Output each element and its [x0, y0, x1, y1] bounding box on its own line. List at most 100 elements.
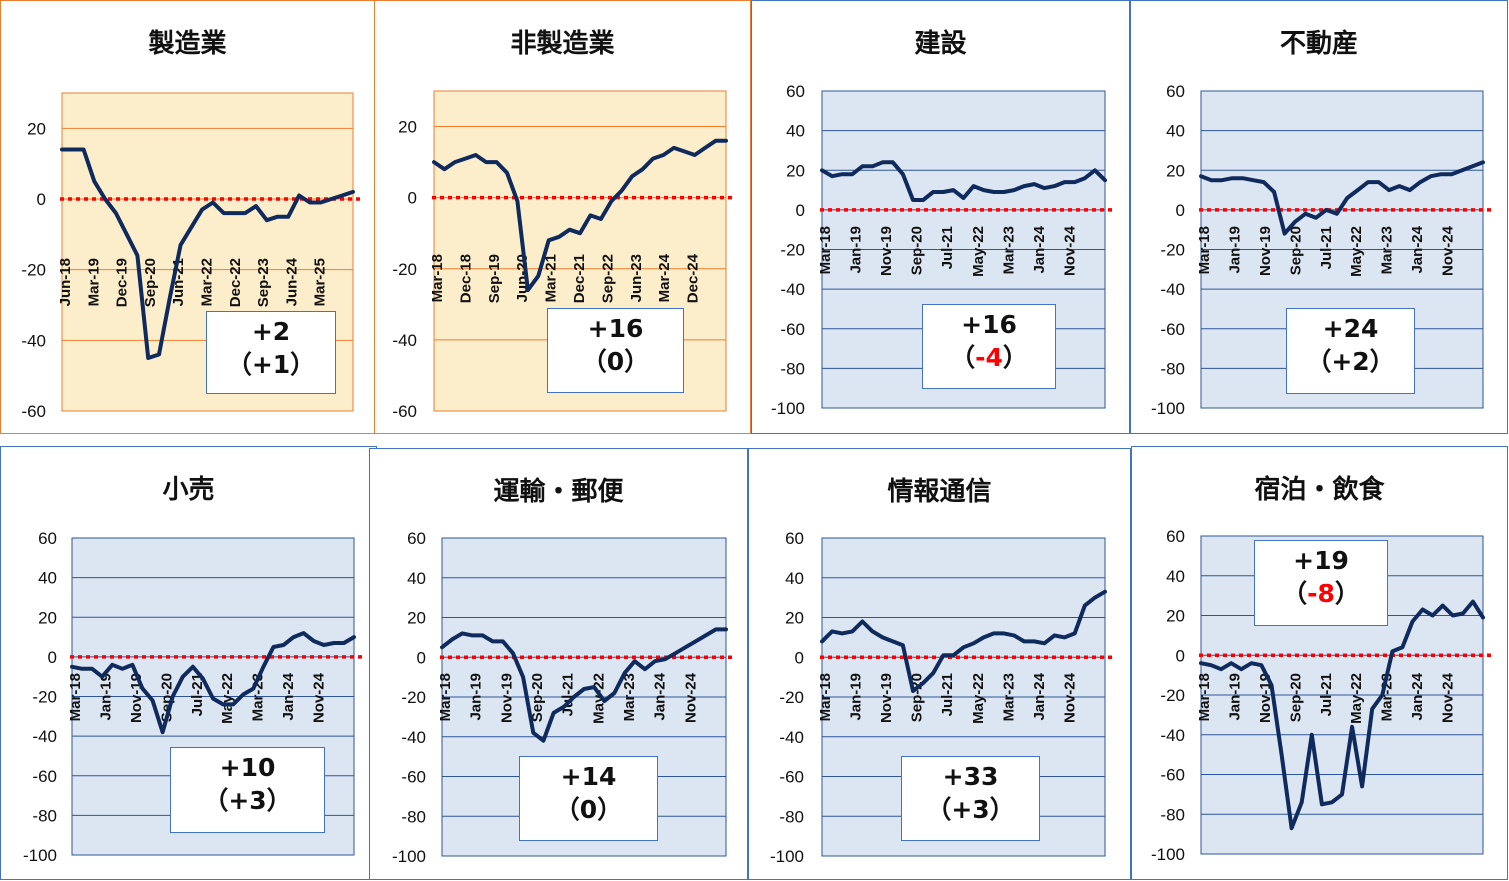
x-tick-label: Sep-20 [529, 673, 546, 722]
y-tick-label: 0 [795, 648, 804, 667]
x-tick-label: Mar-23 [1379, 226, 1396, 274]
y-tick-label: -100 [770, 847, 804, 866]
series-line [820, 160, 1107, 202]
y-tick-label: 0 [1176, 201, 1185, 220]
change-value: （+3） [171, 784, 324, 817]
x-tick-label: Jan-24 [1409, 225, 1426, 273]
x-tick-label: Nov-24 [682, 672, 699, 723]
paren-close: ） [989, 795, 1015, 824]
series-line [1199, 160, 1485, 236]
x-tick-label: Sep-19 [486, 254, 503, 303]
y-tick-label: -80 [1160, 805, 1185, 824]
change-number: 0 [579, 795, 598, 824]
y-tick-label: -80 [1160, 359, 1185, 378]
x-tick-label: May-22 [1348, 673, 1365, 724]
x-tick-label: Mar-18 [817, 226, 834, 274]
change-number: -8 [1307, 579, 1335, 608]
x-tick-label: Nov-19 [878, 673, 895, 723]
x-tick-label: Sep-20 [142, 258, 159, 307]
x-tick-label: Jan-24 [1031, 672, 1048, 720]
y-tick-label: -60 [401, 768, 426, 787]
x-tick-label: Jun-23 [628, 254, 645, 302]
y-tick-label: 60 [786, 82, 805, 101]
y-tick-label: 0 [48, 648, 57, 667]
panel-title: 非製造業 [510, 28, 615, 58]
y-tick-label: -80 [401, 807, 426, 826]
y-tick-label: 20 [38, 608, 57, 627]
y-tick-label: -40 [780, 280, 805, 299]
value-box: +2 （+1） [206, 311, 336, 394]
y-tick-label: 40 [786, 122, 805, 141]
series-line [432, 138, 728, 293]
x-tick-label: Mar-23 [1000, 226, 1017, 274]
latest-value: +10 [219, 753, 276, 782]
x-tick-label: Jan-19 [1226, 226, 1243, 274]
y-tick-label: 20 [398, 118, 417, 137]
x-tick-label: Jul-21 [1318, 673, 1335, 716]
x-tick-label: Nov-24 [1440, 672, 1457, 723]
y-tick-label: -80 [32, 806, 57, 825]
x-tick-label: Nov-24 [1061, 225, 1078, 276]
change-value: （+1） [207, 348, 335, 381]
y-tick-label: -20 [21, 261, 46, 280]
x-tick-label: Sep-20 [1287, 673, 1304, 722]
latest-value: +24 [1322, 314, 1379, 343]
x-tick-label: Jan-24 [1031, 225, 1048, 273]
change-value: （-4） [923, 341, 1055, 374]
y-tick-label: -40 [1160, 280, 1185, 299]
y-tick-label: 60 [407, 529, 426, 548]
change-number: 0 [606, 347, 625, 376]
x-tick-label: Mar-19 [85, 258, 102, 306]
x-tick-label: Jan-19 [1226, 673, 1243, 721]
y-tick-label: -100 [392, 847, 426, 866]
paren-close: ） [624, 347, 650, 376]
panel-title: 製造業 [148, 28, 227, 58]
panel-title: 建設 [914, 28, 967, 58]
paren-open: （ [950, 343, 976, 372]
paren-open: （ [1306, 347, 1332, 376]
y-tick-label: -60 [1160, 766, 1185, 785]
panel-title: 運輸・郵便 [493, 476, 624, 506]
x-tick-label: Dec-22 [227, 258, 244, 307]
y-tick-label: 60 [1166, 82, 1185, 101]
change-number: +3 [951, 795, 990, 824]
x-tick-label: Nov-19 [878, 226, 895, 276]
panel-title: 不動産 [1279, 28, 1358, 58]
y-tick-label: 20 [407, 609, 426, 628]
x-tick-label: May-22 [970, 673, 987, 724]
paren-open: （ [203, 786, 229, 815]
y-tick-label: 40 [407, 569, 426, 588]
x-tick-label: Jul-21 [1318, 226, 1335, 269]
y-tick-label: -20 [32, 688, 57, 707]
change-value: （0） [548, 345, 683, 378]
x-tick-label: Nov-24 [1440, 225, 1457, 276]
y-tick-label: 40 [38, 569, 57, 588]
series-line [820, 589, 1107, 693]
paren-close: ） [1002, 343, 1028, 372]
x-tick-label: Jan-24 [652, 672, 669, 720]
x-tick-label: Jul-21 [939, 673, 956, 716]
y-tick-label: -80 [780, 359, 805, 378]
y-tick-label: -20 [780, 241, 805, 260]
x-tick-label: Sep-23 [255, 258, 272, 307]
x-tick-label: Nov-24 [311, 672, 328, 723]
x-tick-label: Jun-18 [57, 258, 74, 306]
y-tick-label: -60 [1160, 320, 1185, 339]
x-tick-label: Sep-20 [158, 673, 175, 722]
y-tick-label: 20 [1166, 161, 1185, 180]
x-tick-label: Jan-19 [468, 673, 485, 721]
y-tick-label: -60 [21, 402, 46, 421]
paren-close: ） [1369, 347, 1395, 376]
x-tick-label: Mar-23 [621, 673, 638, 721]
paren-open: （ [926, 795, 952, 824]
y-tick-label: 40 [1166, 122, 1185, 141]
x-tick-label: Mar-18 [1196, 673, 1213, 721]
y-tick-label: -20 [779, 688, 804, 707]
x-tick-label: Sep-20 [909, 226, 926, 275]
x-tick-label: Nov-19 [498, 673, 515, 723]
panel-title: 小売 [162, 474, 215, 504]
y-tick-label: -40 [392, 331, 417, 350]
latest-value: +19 [1293, 546, 1349, 575]
y-tick-label: 40 [1166, 567, 1185, 586]
value-box: +10 （+3） [170, 747, 325, 833]
